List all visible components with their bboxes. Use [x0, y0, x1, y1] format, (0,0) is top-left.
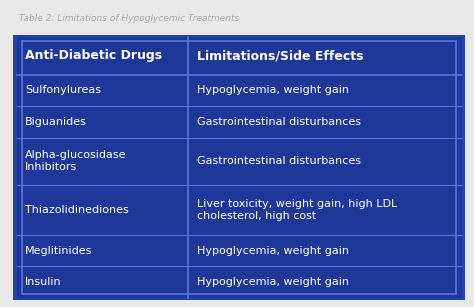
Text: Insulin: Insulin — [25, 277, 62, 287]
Text: Meglitinides: Meglitinides — [25, 246, 92, 256]
Bar — [17, 37, 462, 298]
Text: Hypoglycemia, weight gain: Hypoglycemia, weight gain — [197, 246, 349, 256]
Text: Alpha-glucosidase
Inhibitors: Alpha-glucosidase Inhibitors — [25, 150, 127, 172]
Text: Liver toxicity, weight gain, high LDL
cholesterol, high cost: Liver toxicity, weight gain, high LDL ch… — [197, 199, 397, 221]
Bar — [13, 35, 465, 300]
Text: Limitations/Side Effects: Limitations/Side Effects — [197, 49, 363, 62]
Text: Anti-Diabetic Drugs: Anti-Diabetic Drugs — [25, 49, 162, 62]
Text: Sulfonylureas: Sulfonylureas — [25, 85, 101, 95]
Text: Hypoglycemia, weight gain: Hypoglycemia, weight gain — [197, 277, 349, 287]
Text: Gastrointestinal disturbances: Gastrointestinal disturbances — [197, 156, 361, 166]
Text: Biguanides: Biguanides — [25, 117, 87, 127]
Text: Table 2: Limitations of Hypoglycemic Treatments: Table 2: Limitations of Hypoglycemic Tre… — [19, 14, 239, 23]
Text: Thiazolidinediones: Thiazolidinediones — [25, 205, 129, 215]
Text: Gastrointestinal disturbances: Gastrointestinal disturbances — [197, 117, 361, 127]
Bar — [22, 41, 456, 294]
Text: Hypoglycemia, weight gain: Hypoglycemia, weight gain — [197, 85, 349, 95]
